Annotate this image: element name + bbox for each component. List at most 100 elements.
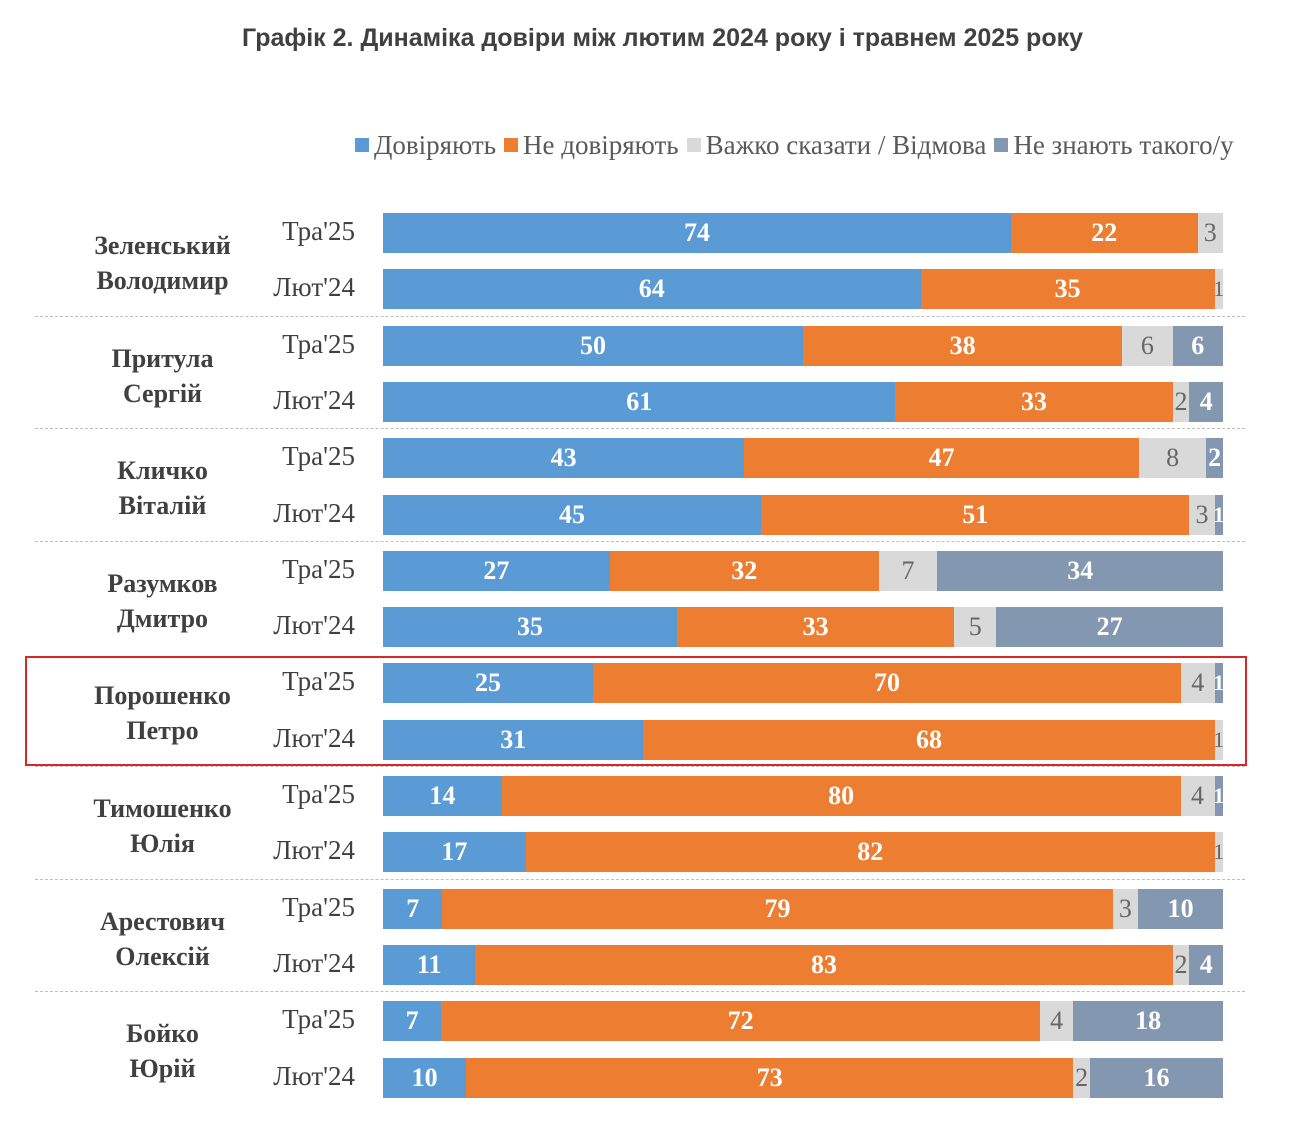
bar-segment: 34 [937, 550, 1223, 591]
period-label: Тра'25 [282, 1004, 355, 1035]
group-label-line: Разумков [107, 568, 218, 598]
group-label-line: Володимир [96, 266, 229, 295]
group-label-line: Порошенко [94, 681, 231, 711]
bar-segment: 70 [593, 663, 1181, 704]
group-separator [35, 991, 1245, 993]
bar-segment: 10 [1138, 888, 1223, 929]
bar-segment: 11 [383, 944, 476, 985]
bar-segment: 4 [1181, 663, 1215, 704]
bar-segment: 2 [1206, 438, 1223, 479]
highlight-box [25, 656, 1247, 766]
bar-segment: 79 [442, 888, 1113, 929]
group-label-line: Арестович [99, 906, 226, 936]
group-label-line: Сергій [122, 378, 203, 408]
bar-segment: 83 [475, 944, 1173, 985]
bar-segment: 18 [1073, 1001, 1223, 1042]
bar-segment: 32 [609, 550, 879, 591]
group-label-line: Юрій [129, 1054, 196, 1084]
group-label: Бойко Юрій [60, 1016, 265, 1086]
legend-label: Важко сказати / Відмова [705, 130, 987, 160]
legend-swatch [994, 138, 1009, 152]
period-label: Тра'25 [282, 441, 355, 472]
period-label: Лют'24 [273, 835, 355, 866]
bar-segment: 2 [1172, 944, 1190, 985]
legend-label: Не довіряють [523, 130, 679, 160]
bar-segment: 25 [383, 663, 593, 704]
legend-label: Не знають такого/у [1013, 130, 1234, 160]
group-label-line: Олексій [115, 941, 210, 971]
period-label: Тра'25 [282, 891, 355, 922]
group-label-line: Петро [126, 716, 199, 746]
group-label-line: Дмитро [116, 603, 209, 633]
period-label: Лют'24 [273, 1060, 355, 1091]
bar-segment: 1 [1213, 269, 1224, 310]
bar-segment: 80 [501, 776, 1181, 816]
period-label: Тра'25 [282, 779, 355, 809]
bar-segment: 4 [1189, 381, 1223, 422]
group-label-line: Юлія [130, 829, 195, 858]
bar-segment: 14 [383, 776, 502, 816]
bar-segment: 5 [954, 607, 997, 648]
bar-segment: 1 [1213, 832, 1224, 873]
group-label: Порошенко Петро [60, 678, 265, 748]
group-separator [35, 428, 1245, 430]
period-label: Тра'25 [282, 216, 355, 246]
group-label: Арестович Олексій [60, 904, 265, 974]
bar-segment: 47 [744, 438, 1139, 479]
period-label: Лют'24 [273, 947, 355, 978]
legend-swatch [355, 138, 369, 152]
bar-segment: 10 [383, 1057, 467, 1098]
period-label: Тра'25 [282, 328, 355, 359]
period-label: Лют'24 [273, 610, 355, 641]
group-separator [35, 540, 1245, 542]
bar-segment: 6 [1122, 325, 1173, 366]
group-label-line: Віталій [118, 491, 207, 521]
group-label: Разумков Дмитро [60, 566, 265, 636]
group-label-line: Кличко [117, 456, 208, 486]
bar-segment: 50 [383, 325, 803, 366]
bar-segment: 35 [383, 607, 677, 648]
bar-segment: 4 [1180, 776, 1215, 816]
legend: Довіряють Не довіряють Важко сказати / Від… [355, 128, 1275, 163]
bar-segment: 3 [1197, 213, 1223, 253]
bar-segment: 33 [677, 607, 955, 648]
group-label: Кличко Віталій [60, 453, 265, 523]
bar-segment: 4 [1040, 1001, 1074, 1042]
bar-segment: 1 [1213, 663, 1224, 704]
group-separator [35, 315, 1245, 317]
group-label-line: Зеленський [94, 231, 231, 260]
bar-segment: 16 [1089, 1057, 1223, 1098]
period-label: Лют'24 [273, 722, 355, 753]
bar-segment: 64 [383, 269, 921, 310]
bar-segment: 2 [1073, 1057, 1090, 1098]
legend-item: Важко сказати / Відмова [686, 128, 987, 163]
group-separator [35, 766, 1245, 767]
bar-segment: 4 [1189, 944, 1223, 985]
bar-segment: 8 [1139, 438, 1207, 479]
group-label-line: Тимошенко [93, 794, 232, 823]
group-separator [35, 878, 1245, 880]
bar-segment: 7 [383, 888, 443, 929]
bar-segment: 31 [383, 719, 644, 760]
bar-segment: 1 [1213, 719, 1224, 760]
bar-segment: 35 [920, 269, 1215, 310]
group-label: Тимошенко Юлія [60, 791, 265, 861]
bar-segment: 1 [1213, 494, 1224, 535]
bar-segment: 68 [643, 719, 1215, 760]
bar-segment: 22 [1010, 213, 1198, 253]
bar-segment: 3 [1189, 494, 1215, 535]
bar-segment: 3 [1112, 888, 1139, 929]
chart-title: Графік 2. Динаміка довіри між лютим 2024… [241, 24, 1084, 52]
legend-label: Довіряють [374, 130, 497, 160]
bar-segment: 72 [441, 1001, 1040, 1042]
bar-segment: 7 [878, 550, 938, 591]
legend-item: Довіряють [355, 128, 496, 163]
period-label: Тра'25 [282, 666, 355, 697]
bar-segment: 27 [996, 607, 1223, 648]
group-label: Зеленський Володимир [60, 228, 265, 298]
legend-item: Не довіряють [504, 128, 679, 163]
bar-segment: 73 [466, 1057, 1074, 1098]
bar-segment: 17 [383, 832, 526, 873]
bar-segment: 51 [761, 494, 1190, 535]
group-label-line: Бойко [126, 1019, 199, 1049]
